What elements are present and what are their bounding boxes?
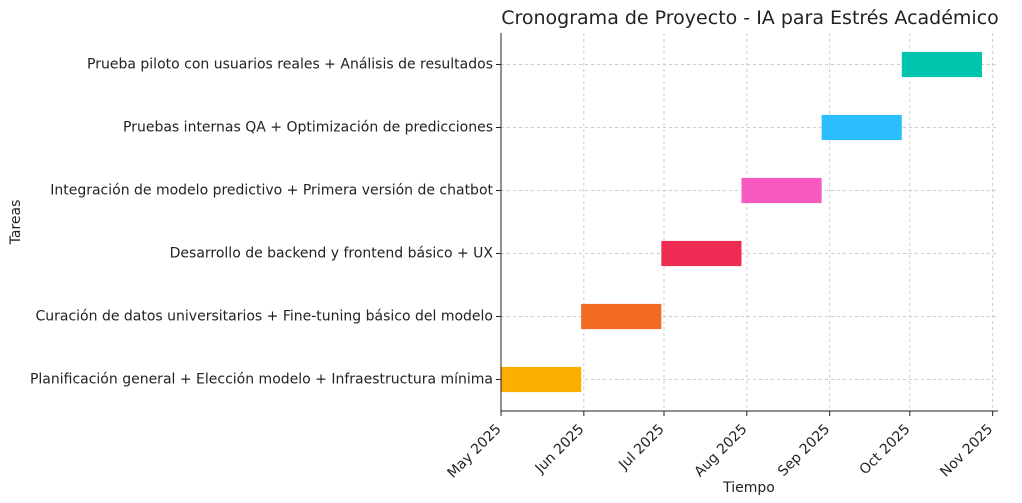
x-tick-label: Jun 2025 (532, 421, 588, 477)
x-tick-label: May 2025 (445, 421, 505, 481)
task-bar (741, 177, 822, 204)
task-bar (661, 240, 742, 267)
task-label: Integración de modelo predictivo + Prime… (50, 183, 493, 199)
x-tick-label: Jul 2025 (615, 421, 667, 473)
chart-title: Cronograma de Proyecto - IA para Estrés … (501, 7, 999, 29)
task-bar (821, 114, 902, 141)
axes (500, 33, 998, 412)
x-tick-label: Sep 2025 (775, 421, 833, 479)
task-label: Desarrollo de backend y frontend básico … (170, 246, 494, 262)
grid-lines (500, 33, 998, 411)
x-axis-label: Tiempo (722, 480, 775, 496)
task-label: Curación de datos universitarios + Fine-… (35, 309, 493, 325)
task-bar (501, 366, 582, 393)
y-tick-labels: Planificación general + Elección modelo … (30, 57, 501, 388)
task-label: Prueba piloto con usuarios reales + Anál… (87, 57, 493, 73)
task-label: Pruebas internas QA + Optimización de pr… (123, 120, 493, 136)
x-tick-labels: May 2025 Jun 2025 Jul 2025 Aug 2025 Sep 2025… (445, 411, 996, 481)
task-bar (901, 51, 982, 78)
x-tick-label: Oct 2025 (857, 421, 914, 478)
task-bars (501, 51, 982, 393)
task-label: Planificación general + Elección modelo … (30, 372, 493, 388)
x-tick-label: Nov 2025 (937, 421, 996, 480)
task-bar (581, 303, 662, 330)
y-axis-label: Tareas (8, 200, 24, 246)
x-tick-label: Aug 2025 (691, 421, 750, 480)
